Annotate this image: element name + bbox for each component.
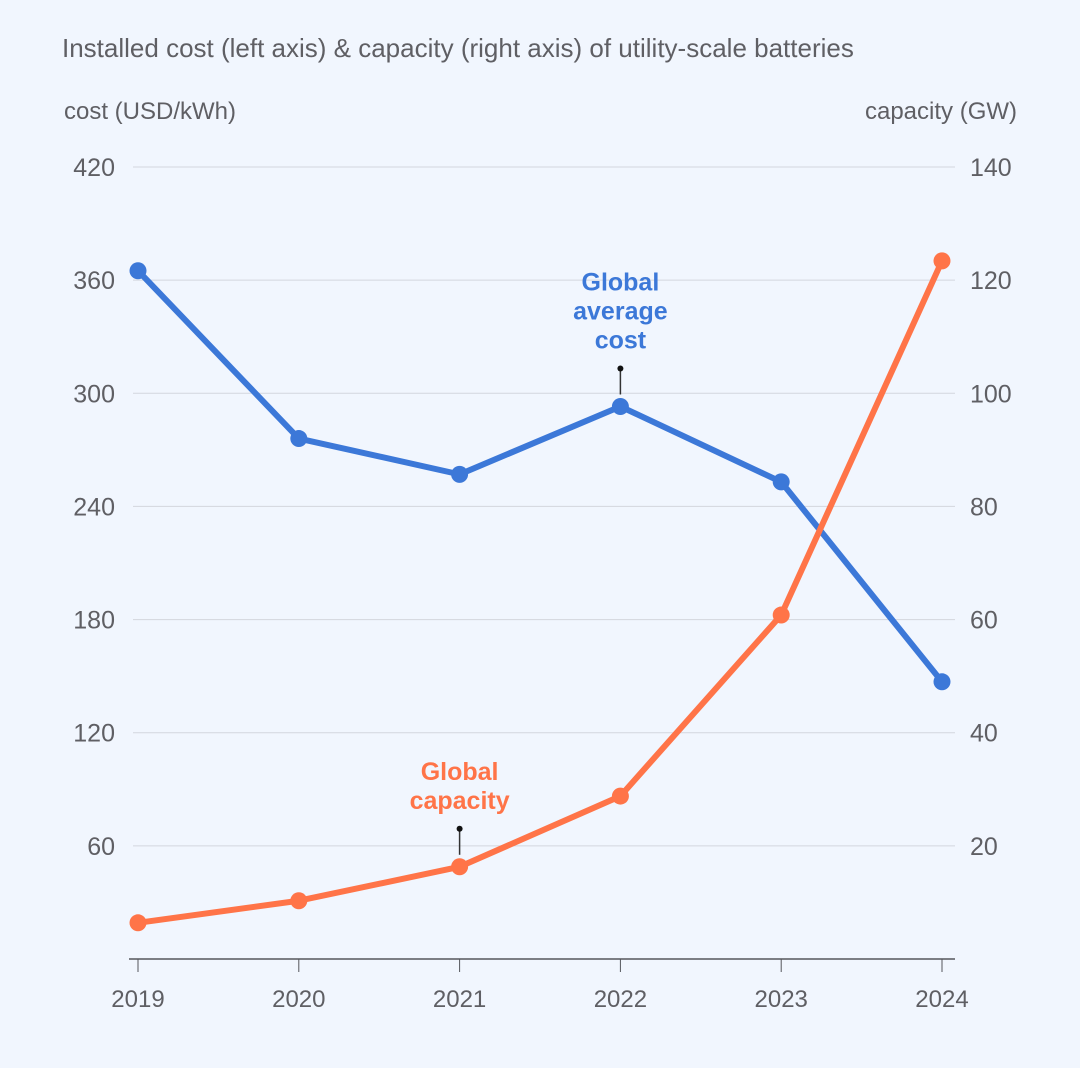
right-axis-title: capacity (GW) — [865, 98, 1017, 125]
global-capacity-point — [772, 606, 790, 624]
right-tick-label: 100 — [970, 380, 1012, 408]
series-global-capacity — [129, 252, 951, 932]
right-tick-label: 60 — [970, 607, 998, 635]
global-average-cost-point — [451, 465, 469, 483]
left-tick-label: 180 — [73, 607, 115, 635]
left-tick-label: 60 — [87, 833, 115, 861]
global-capacity-point — [611, 787, 629, 805]
global-average-cost-label: average — [573, 297, 668, 325]
global-average-cost-point — [129, 262, 147, 280]
global-average-cost-point — [933, 673, 951, 691]
left-axis-ticks: 60 120 180 240 300 360 420 — [73, 154, 115, 861]
left-tick-label: 120 — [73, 720, 115, 748]
series-global-average-cost — [129, 262, 951, 691]
annotation-leader-dot — [617, 365, 624, 372]
gridlines — [133, 166, 955, 847]
global-capacity-label: capacity — [410, 787, 510, 815]
global-average-cost-point — [290, 430, 308, 448]
x-tick-label: 2020 — [272, 986, 325, 1013]
global-capacity-line — [135, 257, 945, 926]
left-axis-title: cost (USD/kWh) — [64, 98, 236, 125]
right-tick-label: 40 — [970, 720, 998, 748]
left-tick-label: 300 — [73, 380, 115, 408]
x-tick-label: 2022 — [594, 986, 647, 1013]
series — [129, 252, 951, 932]
annotation-leader-dot — [456, 825, 463, 832]
global-average-cost-label: cost — [595, 326, 647, 354]
x-tick-label: 2019 — [111, 986, 164, 1013]
x-tick-label: 2024 — [915, 986, 968, 1013]
x-tick-label: 2021 — [433, 986, 486, 1013]
left-tick-label: 240 — [73, 493, 115, 521]
global-capacity-label: Global — [421, 758, 499, 786]
right-tick-label: 120 — [970, 267, 1012, 295]
global-average-cost-point — [772, 473, 790, 491]
right-tick-label: 20 — [970, 833, 998, 861]
global-average-cost-label: Global — [582, 268, 660, 296]
x-tick-label: 2023 — [755, 986, 808, 1013]
global-capacity-point — [290, 892, 308, 910]
right-axis-ticks: 20 40 60 80 100 120 140 — [970, 154, 1012, 861]
global-capacity-point — [451, 858, 469, 876]
right-tick-label: 80 — [970, 493, 998, 521]
global-average-cost-line — [135, 267, 945, 685]
left-tick-label: 360 — [73, 267, 115, 295]
global-capacity-point — [129, 914, 147, 932]
x-axis: 2019 2020 2021 2022 2023 2024 — [111, 958, 969, 1013]
global-capacity-point — [933, 252, 951, 270]
left-tick-label: 420 — [73, 154, 115, 182]
chart-title: Installed cost (left axis) & capacity (r… — [62, 33, 854, 63]
global-average-cost-point — [611, 397, 629, 415]
right-tick-label: 140 — [970, 154, 1012, 182]
